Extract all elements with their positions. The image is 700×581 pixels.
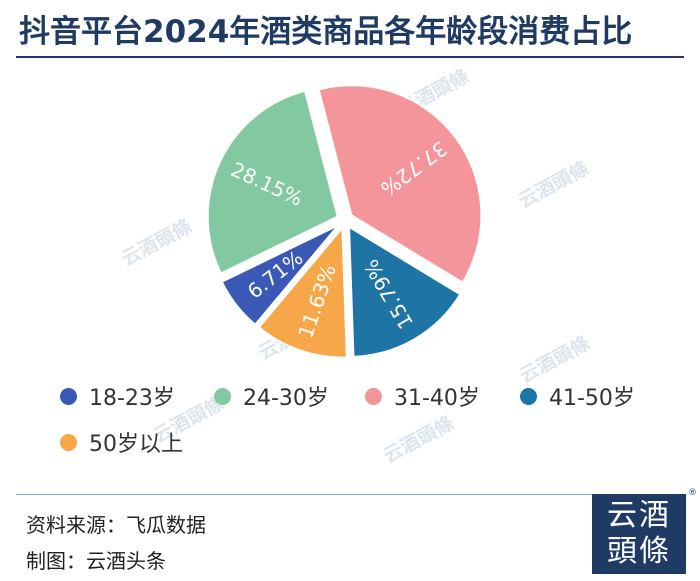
pie-slice bbox=[257, 224, 348, 359]
legend-label: 18-23岁 bbox=[89, 386, 175, 411]
logo-line-1: 云酒 bbox=[607, 498, 671, 533]
chart-title: 抖音平台2024年酒类商品各年龄段消费占比 bbox=[19, 14, 633, 50]
maker-note: 制图：云酒头条 bbox=[26, 549, 166, 573]
pie-slice bbox=[317, 84, 483, 284]
footer-divider bbox=[16, 494, 596, 495]
legend-swatch bbox=[60, 387, 77, 405]
pie-slice bbox=[220, 224, 340, 327]
legend-item: 18-23岁 bbox=[60, 380, 175, 412]
legend-item: 31-40岁 bbox=[365, 380, 480, 412]
logo-line-2: 頭條 bbox=[607, 534, 671, 569]
pie-slice bbox=[206, 89, 339, 275]
brand-logo: 云酒 頭條 bbox=[592, 494, 686, 574]
legend-item: 41-50岁 bbox=[520, 380, 635, 412]
legend-swatch bbox=[520, 387, 537, 405]
source-note: 资料来源：飞瓜数据 bbox=[26, 513, 206, 537]
pie-chart: 6.71%28.15% 37.72%15.79%11.63% bbox=[206, 84, 483, 359]
legend-swatch bbox=[214, 387, 231, 405]
legend-label: 41-50岁 bbox=[549, 386, 635, 411]
legend-item: 50岁以上 bbox=[60, 426, 183, 458]
legend-label: 24-30岁 bbox=[243, 386, 329, 411]
legend-label: 31-40岁 bbox=[394, 386, 480, 411]
title-underline bbox=[16, 56, 684, 58]
registered-mark: ® bbox=[688, 488, 697, 498]
legend-swatch bbox=[365, 387, 382, 405]
legend-item: 24-30岁 bbox=[214, 380, 329, 412]
watermark: 云酒頭條 bbox=[379, 412, 458, 468]
legend-swatch bbox=[60, 433, 77, 451]
pie-slice bbox=[347, 225, 462, 358]
legend-label: 50岁以上 bbox=[89, 432, 183, 457]
